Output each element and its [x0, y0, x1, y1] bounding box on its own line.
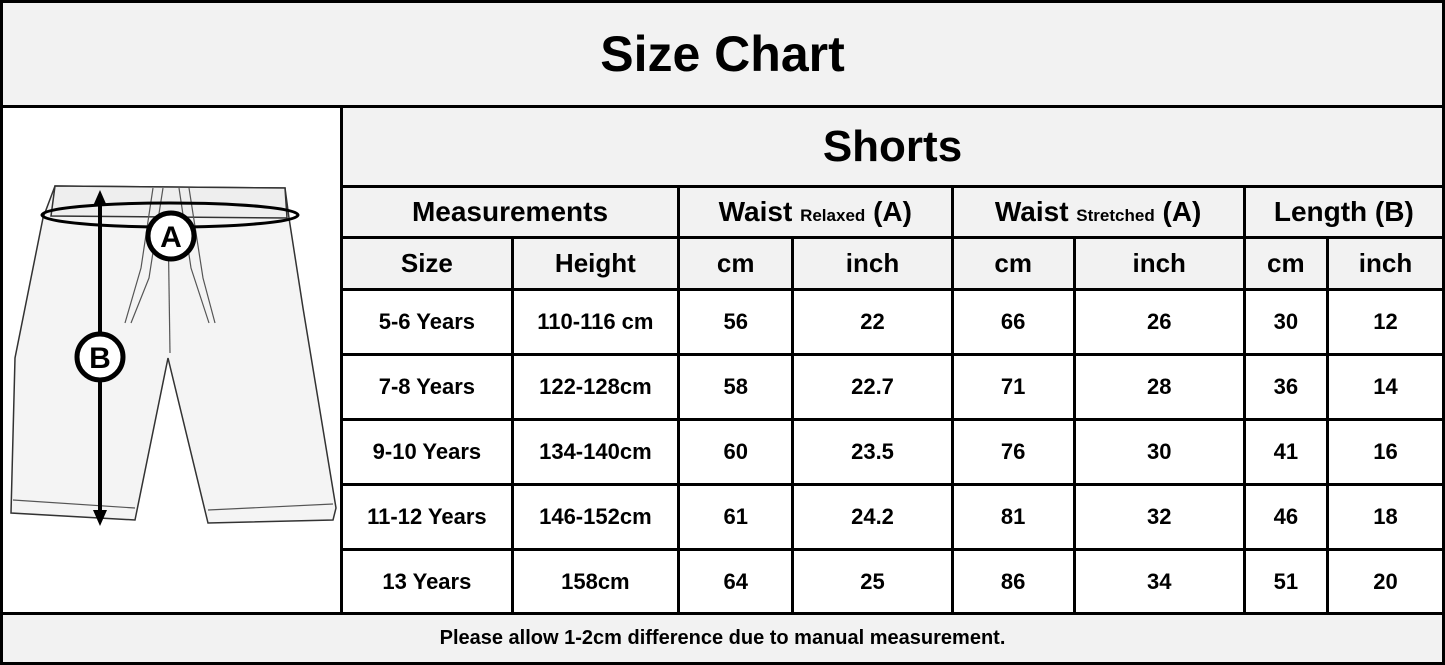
shorts-illustration: A B — [10, 185, 337, 526]
table-cell: 13 Years — [340, 548, 514, 616]
table-row: 11-12 Years 146-152cm 61 24.2 81 32 46 18 — [340, 483, 1445, 551]
table-cell: 24.2 — [791, 483, 954, 551]
table-cell: 18 — [1325, 483, 1445, 551]
table-cell: 12 — [1325, 288, 1445, 356]
table-cell: 46 — [1242, 483, 1329, 551]
column-header: Height — [510, 236, 680, 291]
table-cell: 5-6 Years — [340, 288, 514, 356]
table-cell: 26 — [1072, 288, 1246, 356]
table-cell: 14 — [1325, 353, 1445, 421]
table-cell: 60 — [676, 418, 795, 486]
table-cell: 61 — [676, 483, 795, 551]
column-header: inch — [1325, 236, 1445, 291]
table-cell: 56 — [676, 288, 795, 356]
table-cell: 11-12 Years — [340, 483, 514, 551]
table-cell: 41 — [1242, 418, 1329, 486]
page-title: Size Chart — [0, 0, 1445, 108]
table-cell: 36 — [1242, 353, 1329, 421]
column-header: Size — [340, 236, 514, 291]
group-waist-stretched: Waist Stretched (A) — [950, 185, 1246, 239]
column-header: inch — [791, 236, 954, 291]
table-cell: 76 — [950, 418, 1076, 486]
table-cell: 71 — [950, 353, 1076, 421]
table-cell: 32 — [1072, 483, 1246, 551]
table-cell: 146-152cm — [510, 483, 680, 551]
size-table: Shorts Measurements Waist Relaxed (A) Wa… — [340, 105, 1445, 616]
table-row: 7-8 Years 122-128cm 58 22.7 71 28 36 14 — [340, 353, 1445, 421]
column-header-row: Size Height cm inch cm inch cm inch — [340, 236, 1445, 291]
table-cell: 51 — [1242, 548, 1329, 616]
table-cell: 20 — [1325, 548, 1445, 616]
table-cell: 30 — [1072, 418, 1246, 486]
table-cell: 7-8 Years — [340, 353, 514, 421]
label-b: B — [89, 342, 111, 375]
group-waist-relaxed: Waist Relaxed (A) — [676, 185, 954, 239]
column-header: cm — [950, 236, 1076, 291]
table-row: 13 Years 158cm 64 25 86 34 51 20 — [340, 548, 1445, 616]
table-cell: 64 — [676, 548, 795, 616]
table-cell: 22.7 — [791, 353, 954, 421]
label-a: A — [160, 221, 182, 254]
column-header: cm — [1242, 236, 1329, 291]
table-cell: 16 — [1325, 418, 1445, 486]
table-cell: 134-140cm — [510, 418, 680, 486]
column-header: inch — [1072, 236, 1246, 291]
shorts-diagram: A B — [0, 105, 343, 615]
table-cell: 86 — [950, 548, 1076, 616]
group-length: Length (B) — [1242, 185, 1445, 239]
table-cell: 158cm — [510, 548, 680, 616]
table-cell: 22 — [791, 288, 954, 356]
group-header-row: Measurements Waist Relaxed (A) Waist Str… — [340, 185, 1445, 239]
table-cell: 34 — [1072, 548, 1246, 616]
table-cell: 25 — [791, 548, 954, 616]
table-cell: 9-10 Years — [340, 418, 514, 486]
table-cell: 30 — [1242, 288, 1329, 356]
column-header: cm — [676, 236, 795, 291]
footer-note: Please allow 1-2cm difference due to man… — [0, 612, 1445, 665]
table-cell: 28 — [1072, 353, 1246, 421]
group-measurements: Measurements — [340, 185, 680, 239]
table-cell: 81 — [950, 483, 1076, 551]
product-title: Shorts — [340, 105, 1445, 188]
table-cell: 110-116 cm — [510, 288, 680, 356]
table-row: 9-10 Years 134-140cm 60 23.5 76 30 41 16 — [340, 418, 1445, 486]
table-cell: 66 — [950, 288, 1076, 356]
table-cell: 122-128cm — [510, 353, 680, 421]
table-cell: 23.5 — [791, 418, 954, 486]
table-cell: 58 — [676, 353, 795, 421]
table-row: 5-6 Years 110-116 cm 56 22 66 26 30 12 — [340, 288, 1445, 356]
